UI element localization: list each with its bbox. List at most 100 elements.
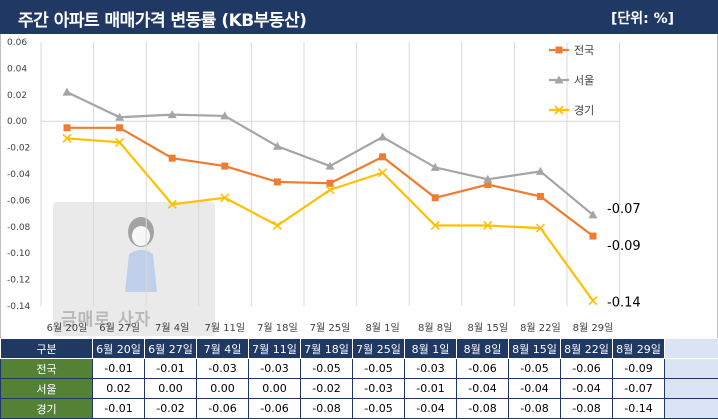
- series-point: [64, 124, 71, 131]
- end-data-label: -0.09: [607, 239, 641, 254]
- legend-marker: [556, 47, 563, 54]
- table-cell: -0.05: [353, 359, 405, 379]
- table-row: 서울 0.02 0.00 0.00 0.00 -0.02 -0.03 -0.01…: [1, 379, 718, 399]
- series-point: [169, 155, 176, 162]
- y-tick-label: -0.14: [7, 302, 31, 312]
- column-header: 8월 1일: [405, 339, 457, 359]
- table-corner-cell: 구분: [1, 339, 93, 359]
- table-spacer-cell: [665, 339, 718, 359]
- column-header: 7월 4일: [197, 339, 249, 359]
- y-tick-label: 0.00: [7, 117, 27, 127]
- y-tick-label: -0.10: [7, 249, 31, 259]
- x-tick-label: 7월 18일: [257, 322, 298, 334]
- x-tick-label: 6월 27일: [99, 322, 140, 334]
- x-tick-label: 8월 8일: [418, 322, 452, 334]
- table-row: 경기 -0.01 -0.02 -0.06 -0.06 -0.08 -0.05 -…: [1, 399, 718, 419]
- series-point: [116, 124, 123, 131]
- table-cell: -0.08: [457, 399, 509, 419]
- y-tick-label: 0.06: [7, 38, 27, 48]
- table-spacer-cell: [665, 359, 718, 379]
- table-cell: -0.01: [93, 399, 145, 419]
- chart-title: 주간 아파트 매매가격 변동률 (KB부동산): [18, 6, 306, 31]
- y-tick-label: -0.02: [7, 144, 30, 154]
- legend-label: 전국: [574, 44, 594, 57]
- y-tick-label: 0.02: [7, 91, 27, 101]
- x-tick-label: 8월 22일: [520, 322, 561, 334]
- table-cell: 0.00: [145, 379, 197, 399]
- table-cell: -0.01: [145, 359, 197, 379]
- table-cell: -0.04: [405, 399, 457, 419]
- series-point: [379, 153, 386, 160]
- table-cell: -0.04: [457, 379, 509, 399]
- series-point: [431, 163, 440, 171]
- column-header: 6월 20일: [93, 339, 145, 359]
- x-tick-label: 7월 25일: [310, 322, 351, 334]
- column-header: 6월 27일: [145, 339, 197, 359]
- column-header: 7월 18일: [301, 339, 353, 359]
- table-cell: 0.00: [249, 379, 301, 399]
- x-tick-label: 8월 29일: [573, 322, 614, 334]
- table-header-row: 구분 6월 20일 6월 27일 7월 4일 7월 11일 7월 18일 7월 …: [1, 339, 718, 359]
- series-point: [327, 180, 334, 187]
- x-tick-label: 7월 11일: [204, 322, 245, 334]
- table-cell: -0.02: [301, 379, 353, 399]
- series-point: [378, 133, 387, 141]
- x-tick-label: 8월 1일: [365, 322, 399, 334]
- column-header: 8월 8일: [457, 339, 509, 359]
- column-header: 8월 22일: [561, 339, 613, 359]
- table-cell: -0.04: [561, 379, 613, 399]
- table-cell: -0.05: [509, 359, 561, 379]
- table-cell: -0.05: [301, 359, 353, 379]
- table-cell: -0.01: [93, 359, 145, 379]
- row-label: 서울: [1, 379, 93, 399]
- table-spacer-cell: [665, 399, 718, 419]
- series-point: [273, 142, 282, 150]
- table-cell: 0.02: [93, 379, 145, 399]
- table-cell: -0.02: [145, 399, 197, 419]
- table-cell: -0.03: [353, 379, 405, 399]
- x-tick-label: 6월 20일: [47, 322, 88, 334]
- row-label: 경기: [1, 399, 93, 419]
- table-cell: -0.03: [197, 359, 249, 379]
- table-cell: -0.03: [405, 359, 457, 379]
- series-point: [273, 221, 281, 229]
- table-cell: -0.08: [301, 399, 353, 419]
- column-header: 8월 15일: [509, 339, 561, 359]
- series-point: [432, 194, 439, 201]
- table-spacer-cell: [665, 379, 718, 399]
- x-tick-label: 8월 15일: [467, 322, 508, 334]
- table-cell: -0.06: [249, 399, 301, 419]
- line-chart: 0.060.040.020.00-0.02-0.04-0.06-0.08-0.1…: [1, 34, 717, 338]
- series-point: [274, 178, 281, 185]
- legend-label: 경기: [574, 104, 594, 117]
- series-point: [63, 88, 72, 96]
- table-row: 전국 -0.01 -0.01 -0.03 -0.03 -0.05 -0.05 -…: [1, 359, 718, 379]
- table-cell: 0.00: [197, 379, 249, 399]
- series-point: [589, 297, 597, 305]
- y-tick-label: -0.12: [7, 276, 30, 286]
- y-tick-label: 0.04: [7, 64, 27, 74]
- table-cell: -0.04: [509, 379, 561, 399]
- table-cell: -0.09: [613, 359, 665, 379]
- table-cell: -0.07: [613, 379, 665, 399]
- y-tick-label: -0.08: [7, 223, 31, 233]
- series-point: [590, 233, 597, 240]
- table-cell: -0.06: [457, 359, 509, 379]
- title-bar: 주간 아파트 매매가격 변동률 (KB부동산) [단위: %]: [0, 0, 718, 34]
- data-table: 구분 6월 20일 6월 27일 7월 4일 7월 11일 7월 18일 7월 …: [0, 338, 718, 419]
- column-header: 7월 25일: [353, 339, 405, 359]
- table-cell: -0.08: [509, 399, 561, 419]
- table-cell: -0.14: [613, 399, 665, 419]
- row-label: 전국: [1, 359, 93, 379]
- table-cell: -0.01: [405, 379, 457, 399]
- table-cell: -0.08: [561, 399, 613, 419]
- y-tick-label: -0.04: [7, 170, 31, 180]
- column-header: 8월 29일: [613, 339, 665, 359]
- x-tick-label: 7월 4일: [155, 322, 189, 334]
- table-cell: -0.03: [249, 359, 301, 379]
- table-cell: -0.06: [197, 399, 249, 419]
- end-data-label: -0.14: [607, 296, 641, 311]
- end-data-label: -0.07: [607, 202, 641, 217]
- unit-label: [단위: %]: [611, 8, 674, 28]
